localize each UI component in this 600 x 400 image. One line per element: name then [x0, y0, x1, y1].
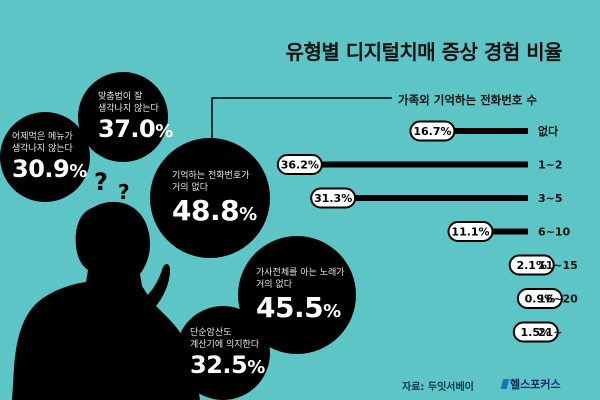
question-mark-2: ? [118, 180, 130, 204]
chart-title: 가족외 기억하는 전화번호 수 [398, 93, 537, 107]
bubble-value: 30.9% [12, 155, 87, 183]
bar-category-label-6: 21~ [538, 326, 563, 339]
bar-0 [414, 128, 528, 134]
bubble-yesterday-menu: 어제먹은 메뉴가 생각나지 않는다 30.9% [0, 112, 90, 202]
bar-value-badge-5 [516, 288, 563, 309]
bar-value-label-4: 2.1% [516, 259, 547, 272]
callout-line [211, 97, 392, 140]
question-mark-1: ? [94, 168, 108, 196]
bar-value-label-6: 1.5% [521, 326, 552, 339]
bubble-value: 45.5% [256, 290, 341, 324]
bar-category-label-5: 16~20 [538, 293, 578, 306]
bar-value-badge-0 [409, 120, 456, 142]
bar-value-badge-3 [447, 221, 494, 242]
source-note: 자료: 두잇서베이 [402, 382, 474, 393]
bubble-phone-numbers: 기억하는 전화번호가 거의 없다 48.8% [150, 138, 270, 258]
bar-value-label-5: 0.9% [525, 293, 556, 306]
bar-value-badge-4 [508, 254, 555, 276]
bubble-value: 37.0% [98, 115, 173, 143]
bubble-label: 가사전체를 아는 노래가 거의 없다 [256, 267, 345, 290]
bar-category-label-4: 11~15 [538, 259, 578, 272]
bar-value-badge-2 [310, 187, 357, 209]
bubble-value: 32.5% [190, 351, 265, 379]
brand-mark-icon [500, 379, 510, 389]
bar-1 [281, 161, 528, 168]
bar-value-label-3: 11.1% [451, 226, 489, 239]
bar-value-label-1: 36.2% [281, 159, 319, 172]
brand-name: 헬스포커스 [510, 378, 561, 391]
bar-category-label-3: 6~10 [538, 226, 571, 239]
bar-category-label-1: 1~2 [538, 159, 563, 172]
brand-logo: 헬스포커스 [500, 376, 561, 392]
bubble-label: 맞춤법이 잘 생각나지 않는다 [98, 92, 159, 114]
bar-category-label-2: 3~5 [538, 192, 563, 205]
bar-value-badge-1 [276, 154, 323, 175]
bubble-label: 어제먹은 메뉴가 생각나지 않는다 [12, 132, 73, 154]
bar-value-label-2: 31.3% [314, 192, 352, 205]
bubble-calculator: 단순암산도 계산기에 의지한다 32.5% [176, 306, 270, 400]
bubble-spelling: 맞춤법이 잘 생각나지 않는다 37.0% [78, 72, 173, 162]
page-title: 유형별 디지털치매 증상 경험 비율 [285, 40, 563, 64]
bar-2 [315, 195, 528, 201]
bar-category-label-0: 없다 [538, 124, 559, 138]
bubble-label: 기억하는 전화번호가 거의 없다 [172, 170, 250, 193]
bar-value-badge-6 [512, 321, 559, 343]
bubble-label: 단순암산도 계산기에 의지한다 [190, 328, 260, 350]
bar-value-label-0: 16.7% [413, 125, 451, 138]
bubble-value: 48.8% [172, 193, 257, 227]
